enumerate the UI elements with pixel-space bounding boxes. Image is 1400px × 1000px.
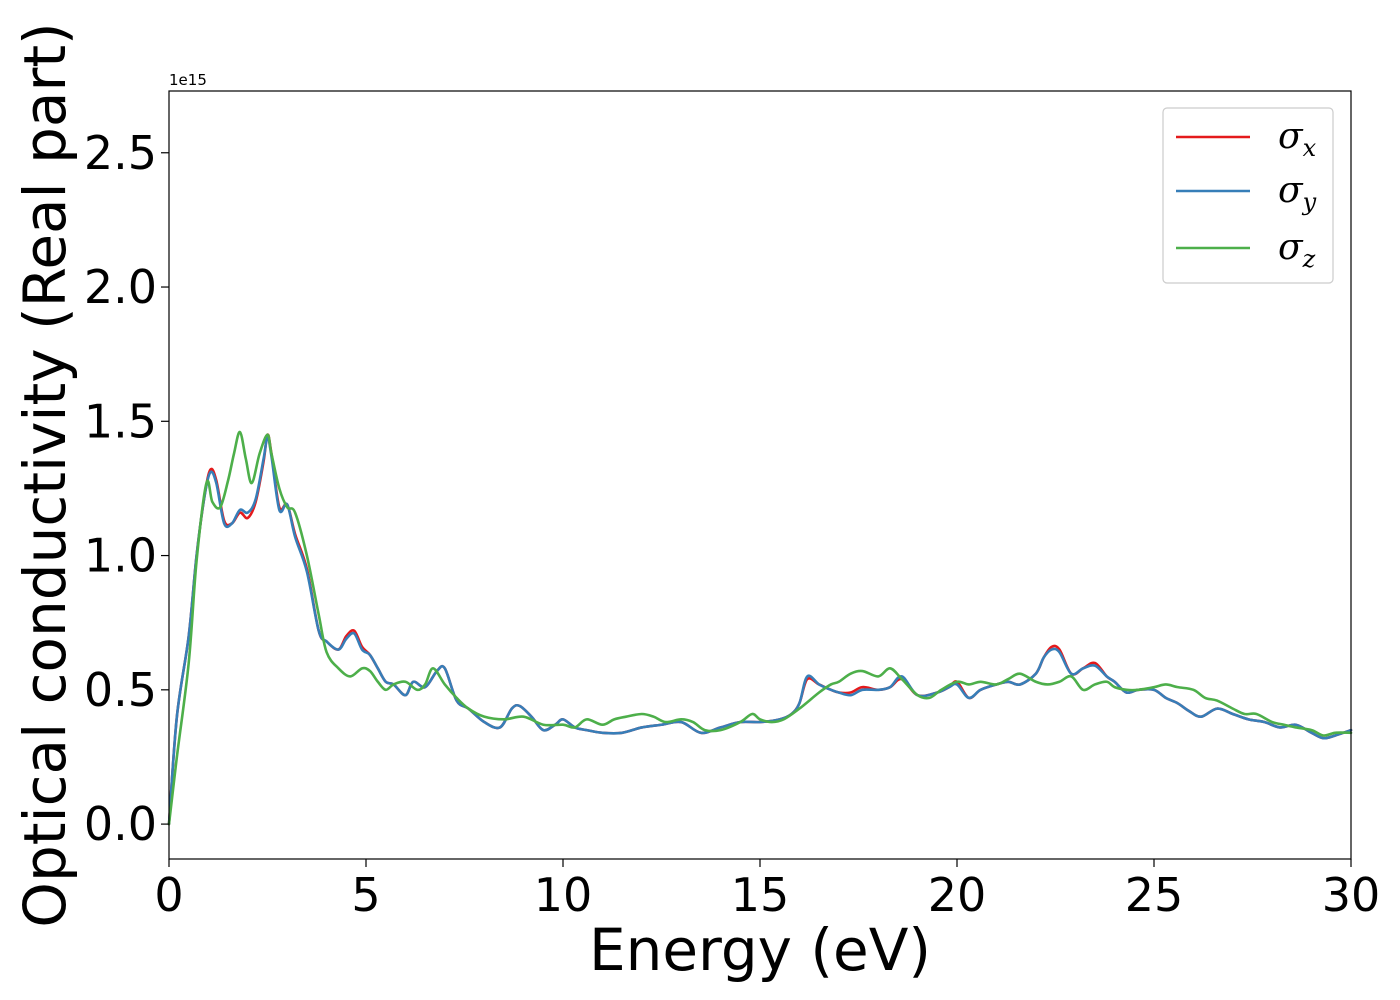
y-tick-label: 1.0: [84, 529, 157, 583]
y-tick-label: 1.5: [84, 394, 157, 448]
x-tick-label: 25: [1125, 868, 1184, 922]
x-tick-label: 5: [351, 868, 380, 922]
legend: σx σy σz: [1162, 107, 1334, 284]
x-tick-label: 15: [731, 868, 790, 922]
y-offset-label: 1e15: [169, 71, 207, 89]
y-axis-ticks: 0.0 0.5 1.0 1.5 2.0 2.5: [84, 126, 169, 851]
legend-entries: σx σy σz: [1176, 116, 1317, 273]
y-tick-label: 2.5: [84, 126, 157, 180]
x-tick-label: 30: [1322, 868, 1381, 922]
y-tick-label: 0.5: [84, 663, 157, 717]
x-tick-label: 10: [534, 868, 593, 922]
y-axis-title: Optical conductivity (Real part): [11, 22, 79, 927]
series-line-y: [167, 436, 1353, 826]
legend-label-z: σz: [1278, 227, 1316, 273]
y-tick-label: 0.0: [84, 797, 157, 851]
x-axis-ticks: 0 5 10 15 20 25 30: [154, 859, 1380, 922]
x-axis-title: Energy (eV): [589, 916, 931, 984]
legend-label-y: σy: [1278, 170, 1317, 216]
y-tick-label: 2.0: [84, 260, 157, 314]
legend-label-x: σx: [1278, 116, 1317, 162]
series-line-z: [167, 430, 1353, 826]
x-tick-label: 20: [928, 868, 987, 922]
series-layer: [167, 430, 1353, 826]
legend-box: [1162, 107, 1334, 284]
x-tick-label: 0: [154, 868, 183, 922]
